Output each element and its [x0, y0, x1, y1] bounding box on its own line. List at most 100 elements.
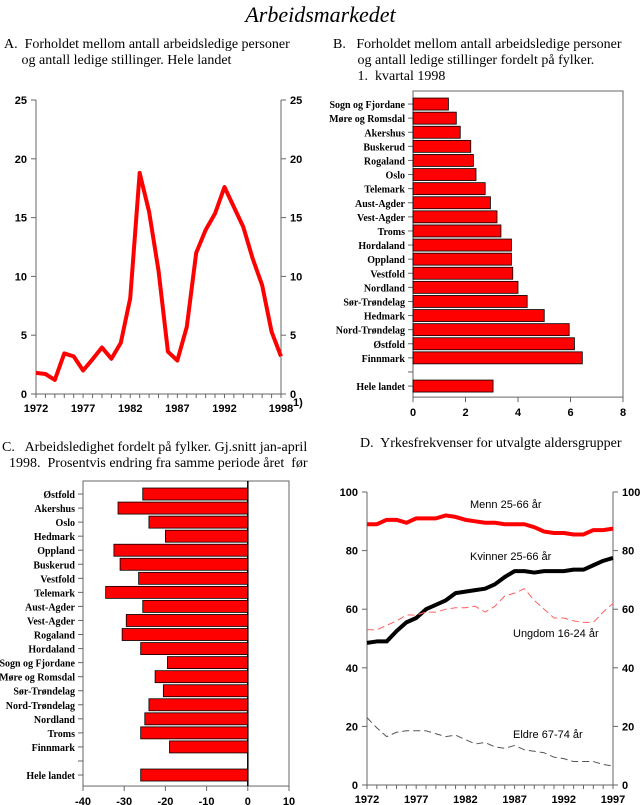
chart-b-category-label: Hedmark — [364, 312, 406, 323]
chart-c-bar — [117, 501, 249, 515]
chart-b-category-label: Hordaland — [358, 241, 405, 252]
chart-c-bar — [140, 642, 249, 655]
chart-d-title: D. Yrkesfrekvenser for utvalgte aldersgr… — [360, 436, 622, 451]
chart-d-ytick-label: 80 — [346, 546, 358, 558]
chart-a-ytick-label: 25 — [15, 95, 27, 107]
chart-b-bar — [412, 252, 512, 266]
chart-b-category-label: Oslo — [386, 171, 405, 182]
chart-b-bar — [412, 97, 449, 111]
chart-d-ytick-label-right: 40 — [622, 663, 634, 675]
chart-c: Østfold Akershus Oslo Hedmark Oppland Buskeru… — [0, 480, 295, 805]
chart-c-xtick-label: 10 — [283, 796, 295, 805]
chart-c-category-label: Buskerud — [33, 560, 75, 571]
chart-b-bar — [412, 351, 583, 365]
chart-c-bar — [167, 656, 249, 670]
chart-c-bar — [119, 557, 249, 571]
chart-b-bar — [412, 111, 457, 125]
chart-d-ytick-label: 20 — [346, 721, 358, 733]
chart-c-frame — [82, 480, 290, 787]
chart-c-category-label: Troms — [48, 729, 76, 740]
chart-d-ytick-label-right: 0 — [622, 780, 628, 792]
chart-a-ytick-label-right: 20 — [290, 154, 302, 166]
chart-b-bar — [412, 266, 514, 280]
chart-b-category-label: Rogaland — [364, 156, 406, 167]
chart-b-category-label: Vest-Agder — [357, 213, 406, 224]
chart-d-xtick-label: 1972 — [355, 794, 379, 805]
chart-d-series-line — [367, 588, 614, 631]
chart-c-category-label: Aust-Agder — [25, 602, 76, 613]
chart-d-series-label: Menn 25-66 år — [470, 499, 542, 511]
chart-d-ytick-label: 0 — [352, 780, 358, 792]
chart-c-bar — [154, 670, 249, 684]
chart-b-bar — [412, 168, 477, 181]
chart-a: 0 0 5 5 10 10 15 15 20 20 25 25 1972 1977 1982 1987 1992… — [15, 95, 303, 415]
chart-c-bar — [142, 487, 249, 501]
chart-d-ytick-label-right: 100 — [622, 487, 640, 499]
chart-c-xtick-label: -10 — [199, 796, 215, 805]
chart-a-series-line — [35, 170, 283, 382]
chart-a-ytick-label: 20 — [15, 154, 27, 166]
chart-b-bar — [412, 224, 502, 238]
chart-c-category-label: Møre og Romsdal — [0, 673, 75, 684]
chart-b-category-label: Finnmark — [362, 354, 406, 365]
chart-a-xtick-label: 1987 — [165, 403, 189, 415]
chart-c-bar — [162, 684, 249, 698]
chart-b-bar — [412, 280, 519, 294]
chart-c-category-label: Finnmark — [32, 743, 76, 754]
chart-a-ytick-label-right: 0 — [290, 389, 296, 401]
chart-a-ytick-label: 15 — [15, 213, 27, 225]
chart-c-category-label: Vest-Agder — [27, 616, 76, 627]
chart-a-xtick-label: 1972 — [24, 403, 48, 415]
chart-b-category-label: Buskerud — [363, 142, 405, 153]
chart-c-bar — [164, 529, 249, 543]
chart-c-bar — [121, 628, 249, 641]
chart-d-series-label: Ungdom 16-24 år — [513, 628, 599, 640]
chart-c-bar — [169, 740, 249, 754]
chart-c-bar — [140, 768, 249, 782]
chart-b-bar — [412, 323, 570, 337]
chart-b-bar — [412, 182, 486, 196]
chart-b-category-label: Telemark — [364, 185, 405, 196]
chart-d-xtick-label: 1992 — [552, 794, 576, 805]
chart-c-category-label: Hedmark — [34, 532, 76, 543]
chart-b-category-label: Troms — [378, 227, 406, 238]
chart-c-category-label: Oppland — [37, 546, 75, 557]
chart-c-category-label: Nordland — [34, 715, 76, 726]
chart-b-xtick-label: 4 — [515, 407, 522, 419]
chart-d-series-label: Eldre 67-74 år — [513, 729, 583, 741]
chart-b-category-label: Nord-Trøndelag — [336, 326, 405, 337]
chart-d-ytick-label-right: 80 — [622, 546, 634, 558]
chart-a-xtick-label: 1998 — [269, 403, 293, 415]
chart-d-ytick-label-right: 20 — [622, 721, 634, 733]
chart-b-xtick-label: 6 — [567, 407, 573, 419]
chart-b-category-label: Møre og Romsdal — [329, 114, 405, 125]
chart-c-category-label: Oslo — [56, 518, 75, 529]
chart-a-ytick-label: 5 — [21, 330, 27, 342]
chart-d-series-label: Kvinner 25-66 år — [470, 551, 552, 563]
chart-d-series-line — [366, 556, 614, 645]
chart-b-bar — [412, 379, 494, 393]
chart-c-bar — [138, 571, 249, 585]
chart-d-series-line — [366, 717, 614, 767]
chart-b-bar — [412, 295, 528, 308]
chart-b-category-label: Oppland — [367, 255, 405, 266]
chart-a-xtick-label: 1982 — [118, 403, 142, 415]
chart-c-bar — [144, 712, 249, 726]
chart-c-category-label: Vestfold — [40, 574, 75, 585]
chart-b-category-label: Aust-Agder — [355, 199, 406, 210]
chart-b-bar — [412, 238, 512, 252]
chart-b: Sogn og Fjordane Møre og Romsdal Akershus B… — [329, 90, 626, 419]
chart-a-ytick-label: 10 — [15, 271, 27, 283]
chart-b-category-label: Akershus — [364, 128, 405, 139]
chart-c-category-label: Nord-Trøndelag — [6, 701, 75, 712]
chart-c-category-label: Hordaland — [28, 645, 75, 656]
chart-d-ytick-label-right: 60 — [622, 604, 634, 616]
chart-b-bar — [412, 154, 474, 167]
chart-b-xtick-label: 8 — [620, 407, 626, 419]
chart-d-xtick-label: 1982 — [453, 794, 477, 805]
chart-b-category-label: Østfold — [373, 340, 405, 351]
chart-c-bar — [148, 698, 249, 712]
chart-d: 0 0 20 20 40 40 60 60 80 80 100 100 1972 1977 1982 1987… — [340, 487, 641, 805]
chart-d-ytick-label: 60 — [346, 604, 358, 616]
